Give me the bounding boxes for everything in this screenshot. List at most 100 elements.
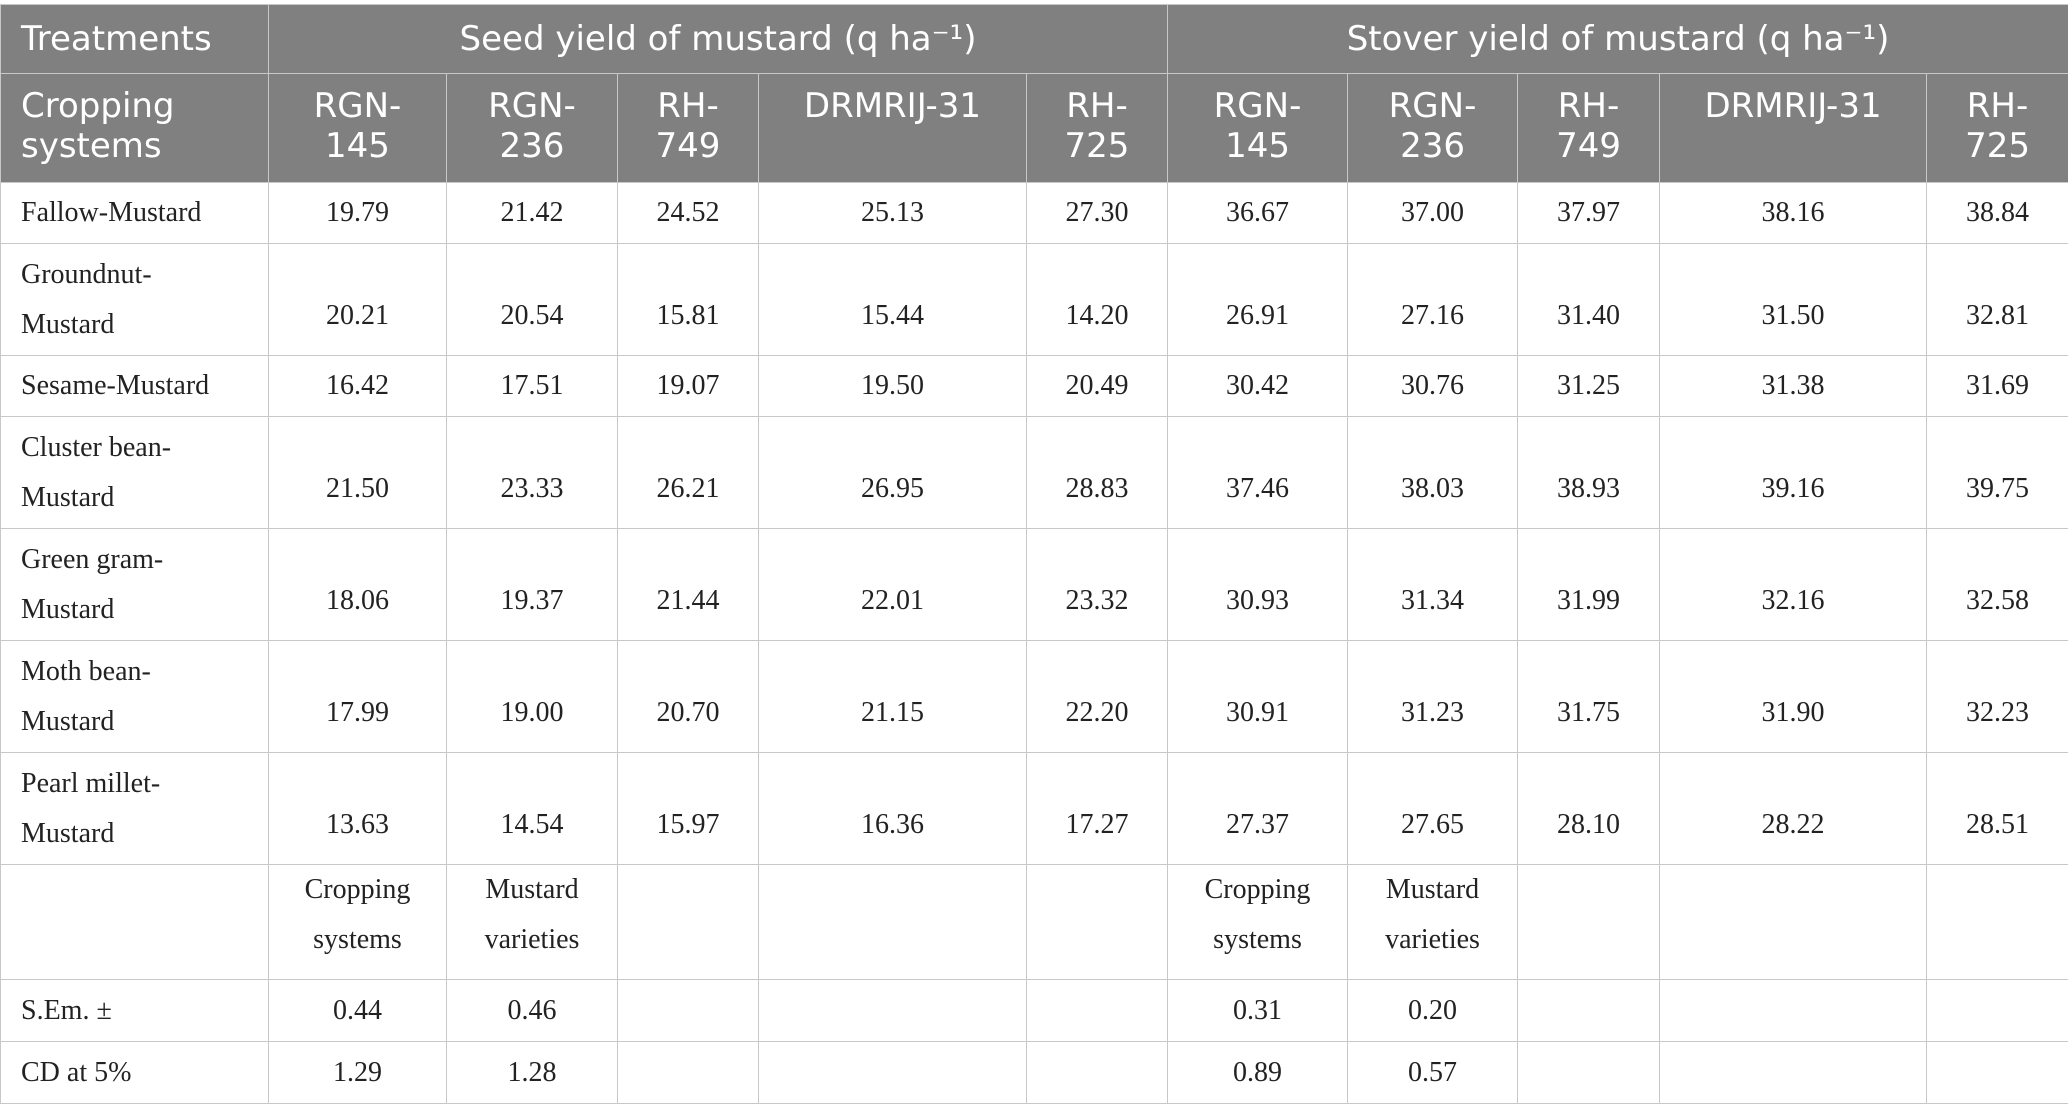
data-row: Sesame-Mustard 16.42 17.51 19.07 19.50 20.49 3… bbox=[0, 355, 2068, 417]
table-header: Treatments Seed yield of mustard (q ha⁻¹)… bbox=[0, 4, 2068, 183]
value-cell: 32.16 bbox=[1659, 528, 1928, 641]
variety-header: RH-749 bbox=[1517, 73, 1661, 183]
data-row: Pearl millet-Mustard 13.63 14.54 15.97 16.36… bbox=[0, 752, 2068, 865]
header-cell: Cropping systems bbox=[0, 73, 269, 183]
value-cell: 27.37 bbox=[1167, 752, 1349, 865]
variety-header: RH-749 bbox=[617, 73, 759, 183]
data-row: Green gram-Mustard 18.06 19.37 21.44 22.01 23… bbox=[0, 528, 2068, 641]
value-cell: 31.25 bbox=[1517, 355, 1661, 417]
row-label: Fallow-Mustard bbox=[0, 182, 269, 244]
header-cell: Treatments bbox=[0, 4, 269, 74]
empty-cell bbox=[1517, 1041, 1661, 1104]
value-cell: 15.97 bbox=[617, 752, 759, 865]
value-cell: 32.58 bbox=[1926, 528, 2068, 641]
variety-header: RGN-236 bbox=[446, 73, 618, 183]
value-cell: 23.32 bbox=[1025, 528, 1169, 641]
row-label: Pearl millet-Mustard bbox=[0, 752, 269, 865]
header-row: Cropping systems RGN-145 RGN-236 RH-749 DRMR… bbox=[0, 73, 2068, 183]
value-cell: 20.21 bbox=[268, 243, 447, 356]
stat-row: CD at 5% 1.29 1.28 0.89 0.57 bbox=[0, 1041, 2068, 1104]
value-cell: 30.93 bbox=[1167, 528, 1349, 641]
row-label: Groundnut-Mustard bbox=[0, 243, 269, 356]
value-cell: 16.42 bbox=[268, 355, 447, 417]
value-cell: 31.90 bbox=[1659, 640, 1928, 753]
value-cell: 20.49 bbox=[1025, 355, 1169, 417]
empty-cell bbox=[758, 979, 1027, 1042]
empty-cell bbox=[0, 864, 269, 980]
empty-cell bbox=[617, 1041, 759, 1104]
value-cell: 37.97 bbox=[1517, 182, 1661, 244]
page: Treatments Seed yield of mustard (q ha⁻¹)… bbox=[0, 4, 2068, 1115]
value-cell: 28.51 bbox=[1926, 752, 2068, 865]
yield-table: Treatments Seed yield of mustard (q ha⁻¹)… bbox=[0, 4, 2068, 1104]
value-cell: 31.75 bbox=[1517, 640, 1661, 753]
stat-row: S.Em. ±0.44 0.46 0.31 0.20 bbox=[0, 979, 2068, 1042]
value-cell: 23.33 bbox=[446, 416, 618, 529]
row-label: CD at 5% bbox=[0, 1041, 269, 1104]
value-cell: 37.46 bbox=[1167, 416, 1349, 529]
value-cell: 22.20 bbox=[1025, 640, 1169, 753]
value-cell: 0.89 bbox=[1167, 1041, 1349, 1104]
value-cell: 27.30 bbox=[1025, 182, 1169, 244]
value-cell: 15.44 bbox=[758, 243, 1027, 356]
value-cell: 0.31 bbox=[1167, 979, 1349, 1042]
empty-cell bbox=[1025, 864, 1169, 980]
value-cell: 21.44 bbox=[617, 528, 759, 641]
empty-cell bbox=[617, 979, 759, 1042]
value-cell: 30.76 bbox=[1347, 355, 1519, 417]
value-cell: 36.67 bbox=[1167, 182, 1349, 244]
value-cell: 37.00 bbox=[1347, 182, 1519, 244]
value-cell: 19.37 bbox=[446, 528, 618, 641]
empty-cell bbox=[1926, 979, 2068, 1042]
value-cell: 20.70 bbox=[617, 640, 759, 753]
value-cell: 38.16 bbox=[1659, 182, 1928, 244]
empty-cell bbox=[758, 1041, 1027, 1104]
value-cell: 24.52 bbox=[617, 182, 759, 244]
value-cell: 31.23 bbox=[1347, 640, 1519, 753]
factor-row: Cropping systems Mustard varieties Croppin… bbox=[0, 864, 2068, 980]
value-cell: 39.75 bbox=[1926, 416, 2068, 529]
empty-cell bbox=[1025, 1041, 1169, 1104]
value-cell: 25.13 bbox=[758, 182, 1027, 244]
empty-cell bbox=[1517, 979, 1661, 1042]
factor-cell: Mustard varieties bbox=[1347, 864, 1519, 980]
value-cell: 1.28 bbox=[446, 1041, 618, 1104]
value-cell: 19.79 bbox=[268, 182, 447, 244]
value-cell: 38.84 bbox=[1926, 182, 2068, 244]
value-cell: 27.65 bbox=[1347, 752, 1519, 865]
value-cell: 0.20 bbox=[1347, 979, 1519, 1042]
value-cell: 27.16 bbox=[1347, 243, 1519, 356]
value-cell: 38.03 bbox=[1347, 416, 1519, 529]
value-cell: 31.38 bbox=[1659, 355, 1928, 417]
row-label: Green gram-Mustard bbox=[0, 528, 269, 641]
empty-cell bbox=[1025, 979, 1169, 1042]
value-cell: 1.29 bbox=[268, 1041, 447, 1104]
value-cell: 30.91 bbox=[1167, 640, 1349, 753]
data-row: Groundnut-Mustard 20.21 20.54 15.81 15.44 14.… bbox=[0, 243, 2068, 356]
variety-header: DRMRIJ-31 bbox=[758, 73, 1027, 183]
variety-header: RH-725 bbox=[1926, 73, 2068, 183]
value-cell: 0.46 bbox=[446, 979, 618, 1042]
value-cell: 17.99 bbox=[268, 640, 447, 753]
value-cell: 28.10 bbox=[1517, 752, 1661, 865]
empty-cell bbox=[758, 864, 1027, 980]
value-cell: 26.95 bbox=[758, 416, 1027, 529]
variety-header: RGN-145 bbox=[1167, 73, 1349, 183]
header-row: Treatments Seed yield of mustard (q ha⁻¹)… bbox=[0, 4, 2068, 74]
value-cell: 0.57 bbox=[1347, 1041, 1519, 1104]
variety-header: DRMRIJ-31 bbox=[1659, 73, 1928, 183]
value-cell: 17.51 bbox=[446, 355, 618, 417]
value-cell: 39.16 bbox=[1659, 416, 1928, 529]
value-cell: 19.50 bbox=[758, 355, 1027, 417]
value-cell: 18.06 bbox=[268, 528, 447, 641]
row-label: Sesame-Mustard bbox=[0, 355, 269, 417]
value-cell: 21.50 bbox=[268, 416, 447, 529]
value-cell: 38.93 bbox=[1517, 416, 1661, 529]
value-cell: 26.21 bbox=[617, 416, 759, 529]
value-cell: 31.50 bbox=[1659, 243, 1928, 356]
value-cell: 14.54 bbox=[446, 752, 618, 865]
value-cell: 17.27 bbox=[1025, 752, 1169, 865]
value-cell: 31.40 bbox=[1517, 243, 1661, 356]
variety-header: RH-725 bbox=[1025, 73, 1169, 183]
value-cell: 15.81 bbox=[617, 243, 759, 356]
